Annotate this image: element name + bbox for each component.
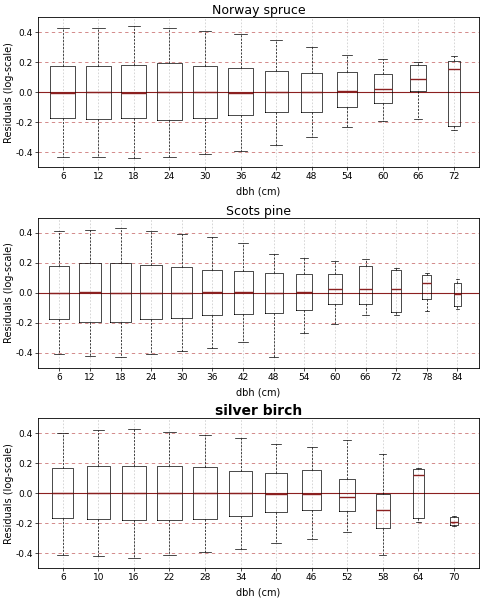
Title: silver birch: silver birch <box>215 404 302 418</box>
Y-axis label: Residuals (log-scale): Residuals (log-scale) <box>4 243 14 343</box>
X-axis label: dbh (cm): dbh (cm) <box>236 387 281 397</box>
Title: Scots pine: Scots pine <box>226 205 291 218</box>
X-axis label: dbh (cm): dbh (cm) <box>236 588 281 598</box>
Title: Norway spruce: Norway spruce <box>212 4 305 17</box>
Y-axis label: Residuals (log-scale): Residuals (log-scale) <box>4 42 14 143</box>
Y-axis label: Residuals (log-scale): Residuals (log-scale) <box>4 443 14 544</box>
X-axis label: dbh (cm): dbh (cm) <box>236 187 281 197</box>
